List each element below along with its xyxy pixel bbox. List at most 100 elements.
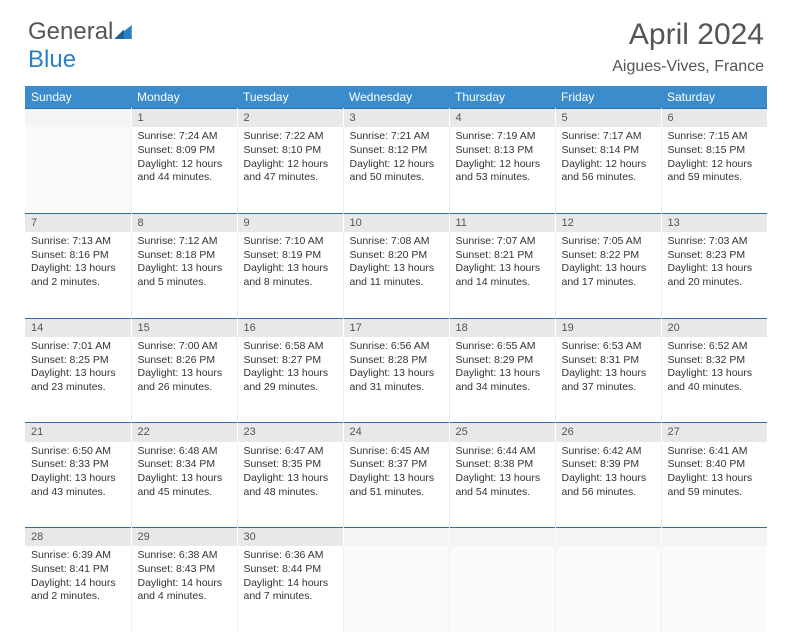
day-content-cell: Sunrise: 7:08 AMSunset: 8:20 PMDaylight:… [343, 232, 449, 318]
day-line: and 44 minutes. [138, 171, 231, 185]
day-content-cell: Sunrise: 7:24 AMSunset: 8:09 PMDaylight:… [131, 127, 237, 213]
day-line: Daylight: 13 hours [562, 367, 655, 381]
day-line: Sunset: 8:12 PM [350, 144, 443, 158]
day-content-cell [25, 127, 131, 213]
day-line: Daylight: 13 hours [350, 472, 443, 486]
day-line: and 17 minutes. [562, 276, 655, 290]
day-number-row: 123456 [25, 109, 767, 128]
day-line: Sunrise: 6:48 AM [138, 445, 231, 459]
day-content-cell: Sunrise: 6:53 AMSunset: 8:31 PMDaylight:… [555, 337, 661, 423]
day-line: Sunset: 8:29 PM [456, 354, 549, 368]
day-line: Daylight: 12 hours [244, 158, 337, 172]
day-number-cell: 24 [343, 423, 449, 442]
day-line: and 2 minutes. [31, 590, 125, 604]
weekday-header: Wednesday [343, 86, 449, 109]
day-content-cell: Sunrise: 6:45 AMSunset: 8:37 PMDaylight:… [343, 442, 449, 528]
day-line: Sunrise: 7:12 AM [138, 235, 231, 249]
day-content-row: Sunrise: 6:39 AMSunset: 8:41 PMDaylight:… [25, 546, 767, 632]
day-line: Sunset: 8:39 PM [562, 458, 655, 472]
day-content-cell: Sunrise: 6:55 AMSunset: 8:29 PMDaylight:… [449, 337, 555, 423]
day-line: Sunrise: 6:58 AM [244, 340, 337, 354]
day-content-cell: Sunrise: 7:01 AMSunset: 8:25 PMDaylight:… [25, 337, 131, 423]
weekday-header: Thursday [449, 86, 555, 109]
day-line: Daylight: 12 hours [456, 158, 549, 172]
day-number-row: 21222324252627 [25, 423, 767, 442]
day-line: and 2 minutes. [31, 276, 125, 290]
day-line: Sunset: 8:25 PM [31, 354, 125, 368]
day-line: Daylight: 13 hours [244, 262, 337, 276]
day-line: Sunset: 8:35 PM [244, 458, 337, 472]
day-line: Sunset: 8:28 PM [350, 354, 443, 368]
day-line: Sunrise: 6:44 AM [456, 445, 549, 459]
day-line: Sunrise: 6:47 AM [244, 445, 337, 459]
day-line: Sunrise: 7:01 AM [31, 340, 125, 354]
day-content-cell: Sunrise: 7:10 AMSunset: 8:19 PMDaylight:… [237, 232, 343, 318]
day-line: Sunset: 8:21 PM [456, 249, 549, 263]
day-line: Daylight: 14 hours [31, 577, 125, 591]
day-line: Sunset: 8:31 PM [562, 354, 655, 368]
day-content-cell: Sunrise: 7:07 AMSunset: 8:21 PMDaylight:… [449, 232, 555, 318]
day-content-cell: Sunrise: 7:21 AMSunset: 8:12 PMDaylight:… [343, 127, 449, 213]
day-line: Sunrise: 6:36 AM [244, 549, 337, 563]
day-line: and 20 minutes. [668, 276, 762, 290]
day-line: Sunset: 8:19 PM [244, 249, 337, 263]
day-line: Daylight: 12 hours [668, 158, 762, 172]
day-line: Sunrise: 6:52 AM [668, 340, 762, 354]
day-line: Sunset: 8:27 PM [244, 354, 337, 368]
day-line: and 34 minutes. [456, 381, 549, 395]
logo: GeneralBlue [28, 18, 132, 74]
day-number-cell: 25 [449, 423, 555, 442]
page-title: April 2024 [612, 18, 764, 52]
day-line: Sunrise: 7:08 AM [350, 235, 443, 249]
day-line: and 37 minutes. [562, 381, 655, 395]
day-number-cell: 27 [661, 423, 767, 442]
day-number-cell: 23 [237, 423, 343, 442]
day-content-row: Sunrise: 7:24 AMSunset: 8:09 PM Daylight:… [25, 127, 767, 213]
day-line: and 23 minutes. [31, 381, 125, 395]
day-line: and 8 minutes. [244, 276, 337, 290]
day-line: Sunset: 8:15 PM [668, 144, 762, 158]
weekday-header: Saturday [661, 86, 767, 109]
day-line: and 7 minutes. [244, 590, 337, 604]
day-content-cell: Sunrise: 6:38 AMSunset: 8:43 PMDaylight:… [131, 546, 237, 632]
day-number-cell: 8 [131, 213, 237, 232]
day-line: Daylight: 13 hours [244, 367, 337, 381]
day-line: Sunrise: 6:38 AM [138, 549, 231, 563]
day-number-cell: 17 [343, 318, 449, 337]
day-line: Daylight: 13 hours [350, 367, 443, 381]
day-content-row: Sunrise: 7:13 AMSunset: 8:16 PMDaylight:… [25, 232, 767, 318]
day-number-cell: 15 [131, 318, 237, 337]
day-line: Daylight: 14 hours [244, 577, 337, 591]
day-number-cell: 7 [25, 213, 131, 232]
day-content-cell: Sunrise: 6:36 AMSunset: 8:44 PMDaylight:… [237, 546, 343, 632]
day-line: Daylight: 13 hours [668, 472, 762, 486]
day-number-cell: 5 [555, 109, 661, 128]
day-number-cell: 12 [555, 213, 661, 232]
day-line: Sunrise: 7:21 AM [350, 130, 443, 144]
day-number-cell: 30 [237, 528, 343, 547]
day-line: Sunset: 8:40 PM [668, 458, 762, 472]
day-content-cell: Sunrise: 6:39 AMSunset: 8:41 PMDaylight:… [25, 546, 131, 632]
day-number-cell: 20 [661, 318, 767, 337]
day-line: Daylight: 13 hours [456, 472, 549, 486]
day-line: Daylight: 13 hours [350, 262, 443, 276]
day-number-cell: 18 [449, 318, 555, 337]
day-content-cell [555, 546, 661, 632]
day-line: and 47 minutes. [244, 171, 337, 185]
day-line: Sunrise: 7:24 AM [138, 130, 231, 144]
day-line: Sunset: 8:38 PM [456, 458, 549, 472]
day-line: Sunset: 8:09 PM [138, 144, 231, 158]
day-number-cell: 19 [555, 318, 661, 337]
day-number-cell: 21 [25, 423, 131, 442]
day-line: Sunset: 8:43 PM [138, 563, 231, 577]
day-line: and 45 minutes. [138, 486, 231, 500]
day-line: Sunset: 8:41 PM [31, 563, 125, 577]
day-line: Sunset: 8:22 PM [562, 249, 655, 263]
day-content-cell: Sunrise: 6:44 AMSunset: 8:38 PMDaylight:… [449, 442, 555, 528]
day-number-cell [25, 109, 131, 128]
day-content-cell: Sunrise: 7:13 AMSunset: 8:16 PMDaylight:… [25, 232, 131, 318]
day-number-cell [555, 528, 661, 547]
day-number-row: 78910111213 [25, 213, 767, 232]
day-line: Daylight: 13 hours [31, 472, 125, 486]
weekday-header-row: SundayMondayTuesdayWednesdayThursdayFrid… [25, 86, 767, 109]
